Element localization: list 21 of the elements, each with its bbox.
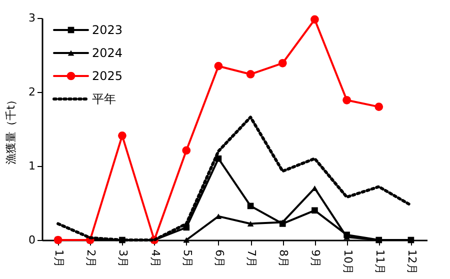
legend-label: 2023 xyxy=(92,23,123,37)
x-tick-label: 1月 xyxy=(52,250,66,268)
x-tick-label: 5月 xyxy=(180,250,194,268)
y-axis-title: 漁獲量（千t） xyxy=(4,94,18,165)
x-tick-label: 9月 xyxy=(309,250,322,268)
x-tick-label: 4月 xyxy=(148,250,162,268)
y-tick-label: 2 xyxy=(28,86,36,98)
x-tick-label: 10月 xyxy=(341,250,354,274)
y-tick-label: 3 xyxy=(28,12,36,24)
x-tick-label: 2月 xyxy=(84,250,98,268)
legend-label: 2025 xyxy=(92,69,123,83)
x-tick-label: 6月 xyxy=(212,250,226,268)
legend-label: 2024 xyxy=(92,46,123,60)
x-tick-label: 12月 xyxy=(405,250,418,274)
x-tick-label: 8月 xyxy=(277,250,290,268)
x-tick-label: 3月 xyxy=(116,250,130,268)
legend-label: 平年 xyxy=(92,92,116,106)
y-tick-label: 1 xyxy=(28,160,36,172)
x-tick-label: 11月 xyxy=(373,250,386,274)
x-tick-label: 7月 xyxy=(245,250,258,268)
y-tick-label: 0 xyxy=(28,234,36,246)
